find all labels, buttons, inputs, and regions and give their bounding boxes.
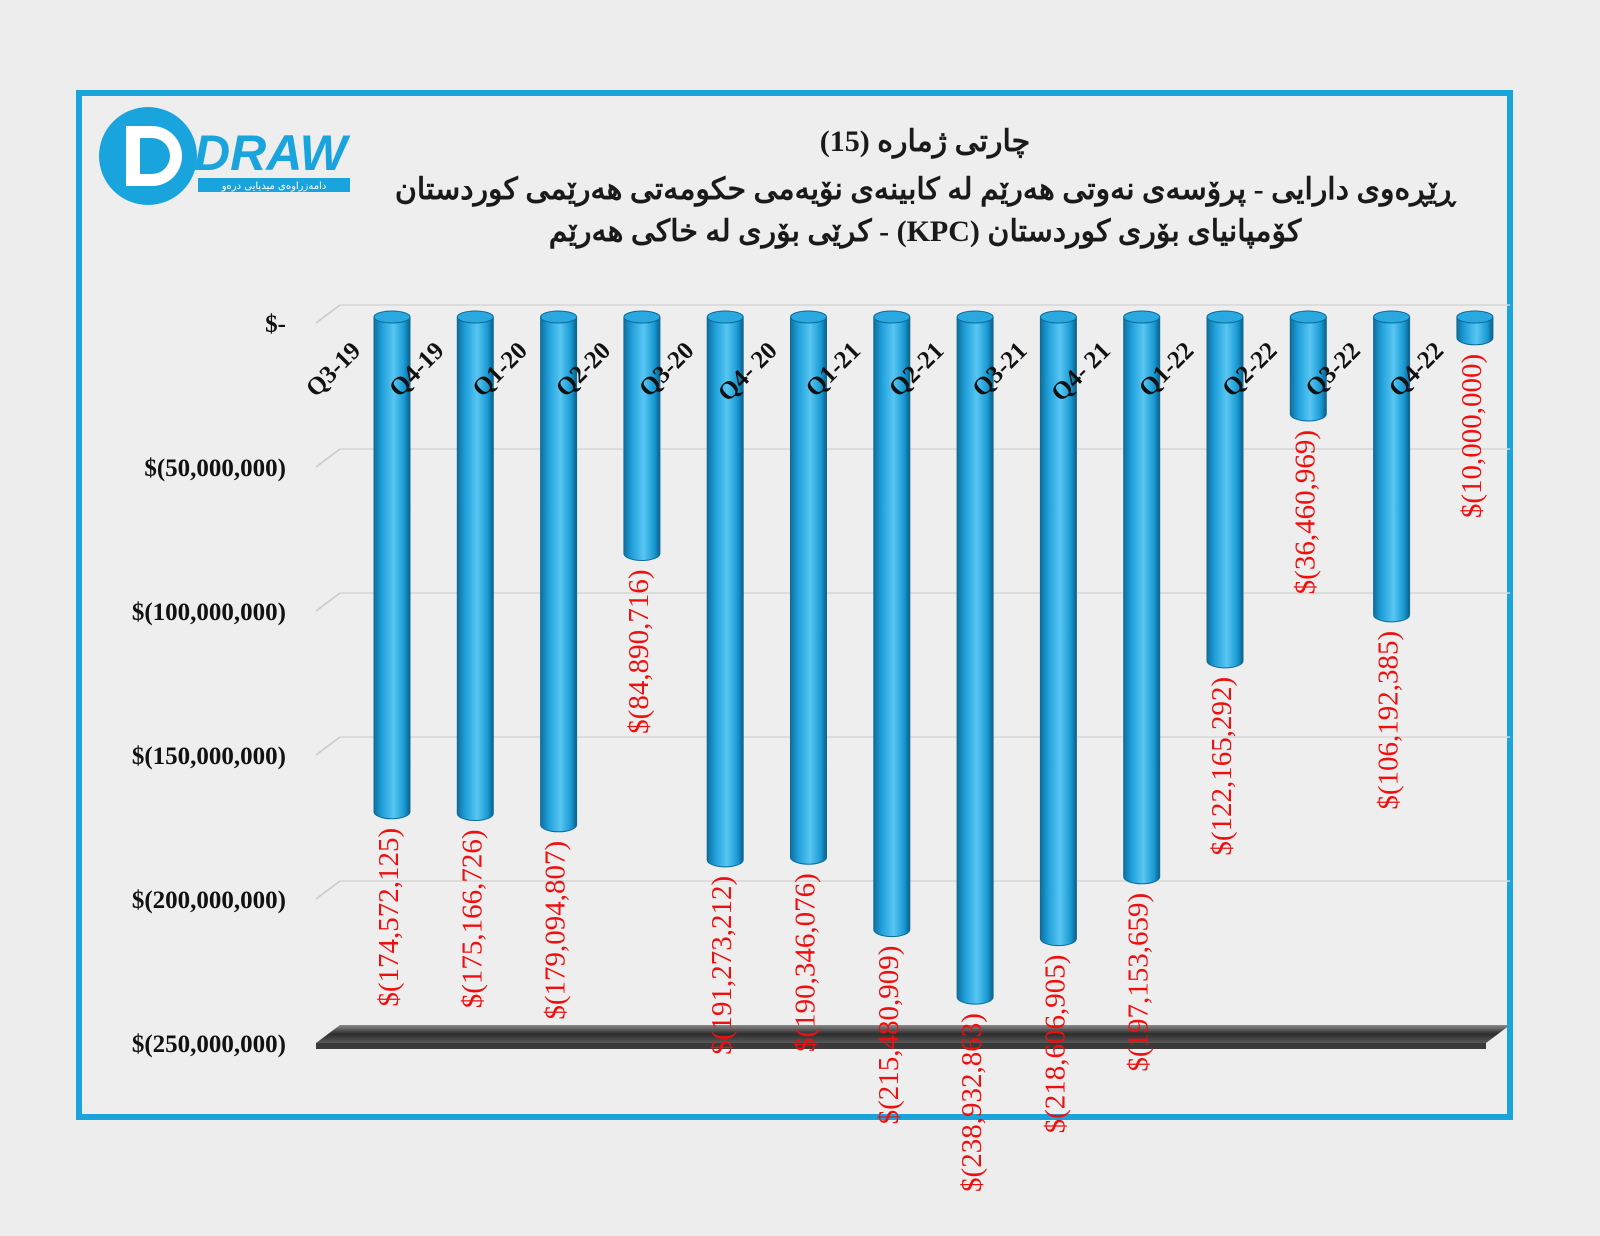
bar-cap: [1206, 310, 1244, 324]
data-label: $(174,572,125): [373, 828, 405, 1007]
bar-body: [1123, 316, 1161, 885]
bar-body: [456, 316, 494, 821]
bar-cap: [540, 310, 578, 324]
data-label: $(238,932,863): [956, 1013, 988, 1192]
bar-body: [873, 316, 911, 938]
bar-cap: [623, 310, 661, 324]
bar-cap: [873, 310, 911, 324]
bar-cap: [456, 310, 494, 324]
data-label: $(106,192,385): [1373, 631, 1405, 810]
gridline: [315, 592, 341, 612]
chart-subtitle: کۆمپانیای بۆری کوردستان (KPC) - کرێی بۆر…: [548, 215, 1302, 248]
data-label: $(179,094,807): [540, 841, 572, 1020]
bar-body: [1289, 316, 1327, 422]
floor-edge: [316, 1043, 1486, 1049]
bar: [1373, 310, 1411, 623]
bars: [373, 310, 1494, 1005]
data-label: $(122,165,292): [1206, 677, 1238, 856]
logo-wordmark: DRAW: [194, 125, 351, 181]
y-tick-label: $(100,000,000): [132, 599, 286, 626]
bar: [706, 310, 744, 868]
data-label: $(215,480,909): [873, 946, 905, 1125]
floor-top: [316, 1025, 1510, 1043]
logo-tagline: دامەزراوەی میدیایی درەو: [221, 181, 327, 192]
data-labels: $(174,572,125) $(175,166,726) $(179,094,80…: [373, 354, 1488, 1192]
gridlines: [315, 304, 1510, 900]
bar: [790, 310, 827, 865]
data-label: $(191,273,212): [706, 876, 738, 1055]
bar-body: [790, 316, 827, 865]
gridline: [315, 880, 341, 900]
bar-body: [373, 316, 411, 820]
x-tick-label: Q3-19: [301, 337, 366, 402]
bar-cap: [790, 310, 827, 324]
bar-body: [1039, 316, 1077, 947]
bar: [1206, 310, 1244, 669]
logo-d-letter: [126, 126, 182, 186]
bar-body: [1456, 316, 1494, 346]
gridline: [315, 304, 341, 324]
bar: [1456, 310, 1494, 346]
logo-tagline-bar: [198, 178, 350, 192]
bar-body: [956, 316, 994, 1005]
bar: [1123, 310, 1161, 885]
bar-body: [623, 316, 661, 561]
gridline: [315, 448, 341, 468]
data-label: $(36,460,969): [1289, 430, 1321, 594]
logo-circle: [99, 107, 197, 205]
y-tick-label: $(250,000,000): [132, 1031, 286, 1058]
bar-cap: [1289, 310, 1327, 324]
bar: [873, 310, 911, 938]
chart-title-number: چارتی ژمارە (15): [819, 125, 1031, 158]
bar-cap: [1123, 310, 1161, 324]
bar: [623, 310, 661, 561]
y-tick-label: $-: [265, 311, 286, 338]
gridline: [315, 736, 341, 756]
bar-body: [706, 316, 744, 868]
bar: [373, 310, 411, 820]
bar: [456, 310, 494, 821]
bar-body: [1206, 316, 1244, 669]
bar-cap: [373, 310, 411, 324]
chart-title: ڕێڕەوی دارایی - پرۆسەی نەوتی هەرێم لە کا…: [394, 173, 1456, 206]
y-tick-label: $(200,000,000): [132, 887, 286, 914]
draw-logo: DRAW دامەزراوەی میدیایی درەو: [99, 107, 351, 205]
bar: [540, 310, 578, 833]
y-axis-ticks: $- $(50,000,000) $(100,000,000) $(150,000,0…: [132, 311, 286, 1058]
bar-cap: [706, 310, 744, 324]
bar-body: [540, 316, 578, 833]
data-label: $(175,166,726): [456, 829, 488, 1008]
bar-cap: [1373, 310, 1411, 324]
bar-cap: [1456, 310, 1494, 324]
bar-cap: [956, 310, 994, 324]
chart-floor: [316, 1025, 1510, 1049]
bar: [1039, 310, 1077, 947]
bar-body: [1373, 316, 1411, 623]
data-label: $(84,890,716): [623, 569, 655, 733]
data-label: $(190,346,076): [790, 873, 822, 1052]
data-label: $(218,606,905): [1039, 955, 1071, 1134]
y-tick-label: $(50,000,000): [144, 455, 286, 482]
bar-cap: [1039, 310, 1077, 324]
data-label: $(10,000,000): [1456, 354, 1488, 518]
bar: [956, 310, 994, 1005]
bar: [1289, 310, 1327, 422]
y-tick-label: $(150,000,000): [132, 743, 286, 770]
data-label: $(197,153,659): [1123, 893, 1155, 1072]
